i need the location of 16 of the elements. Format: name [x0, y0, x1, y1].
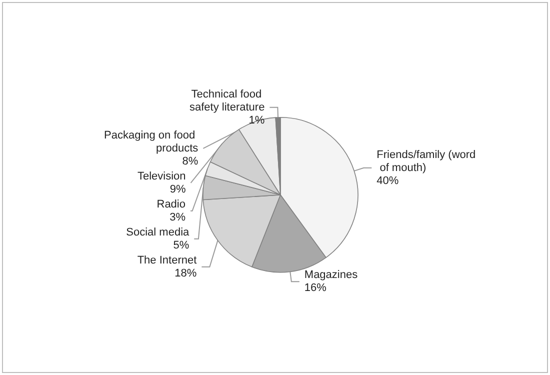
slice-label: Friends/family (word of mouth) — [376, 148, 476, 174]
slice-label: Magazines — [304, 269, 358, 282]
data-label: 8% — [182, 155, 198, 168]
slice-label: Packaging on food products — [104, 129, 199, 154]
data-label: 16% — [304, 282, 327, 294]
data-label: 18% — [174, 267, 197, 280]
slice-label: Technical food safety literature — [189, 88, 265, 114]
data-label: 40% — [376, 174, 399, 187]
data-label: 1% — [248, 114, 265, 126]
data-label: 3% — [170, 211, 186, 224]
slice-label: Radio — [156, 198, 186, 210]
slice-label: The Internet — [137, 254, 197, 266]
slice-label: Television — [137, 170, 186, 182]
data-label: 9% — [170, 183, 186, 196]
data-label: 5% — [173, 239, 190, 252]
slice-label: Social media — [126, 226, 190, 238]
